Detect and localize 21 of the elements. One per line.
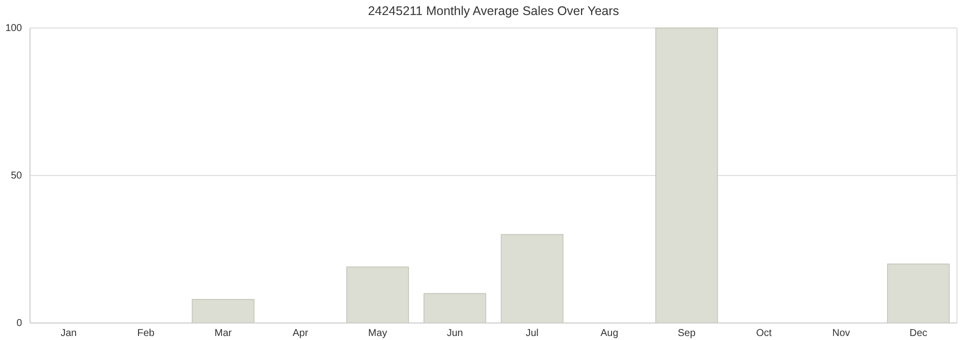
bar <box>887 264 950 324</box>
x-tick-label: Feb <box>137 328 155 339</box>
y-tick-label: 100 <box>5 23 22 34</box>
x-tick-label: Mar <box>214 328 232 339</box>
bar <box>500 234 564 324</box>
x-tick-label: Dec <box>909 328 928 339</box>
y-tick-label: 0 <box>16 318 22 330</box>
x-tick-label: Jan <box>60 328 77 339</box>
x-tick-label: Aug <box>600 328 618 339</box>
bar <box>424 293 486 324</box>
x-tick-label: May <box>368 328 388 339</box>
x-tick-label: Sep <box>678 328 696 339</box>
chart-title: 24245211 Monthly Average Sales Over Years <box>368 4 620 18</box>
x-tick-label: Nov <box>832 328 850 339</box>
bar <box>192 299 254 324</box>
x-tick-label: Jul <box>526 328 539 339</box>
y-tick-label: 50 <box>10 170 22 182</box>
x-tick-label: Apr <box>292 328 309 339</box>
x-tick-label: Jun <box>446 328 463 339</box>
x-tick-label: Oct <box>756 328 772 339</box>
bar <box>346 266 409 324</box>
